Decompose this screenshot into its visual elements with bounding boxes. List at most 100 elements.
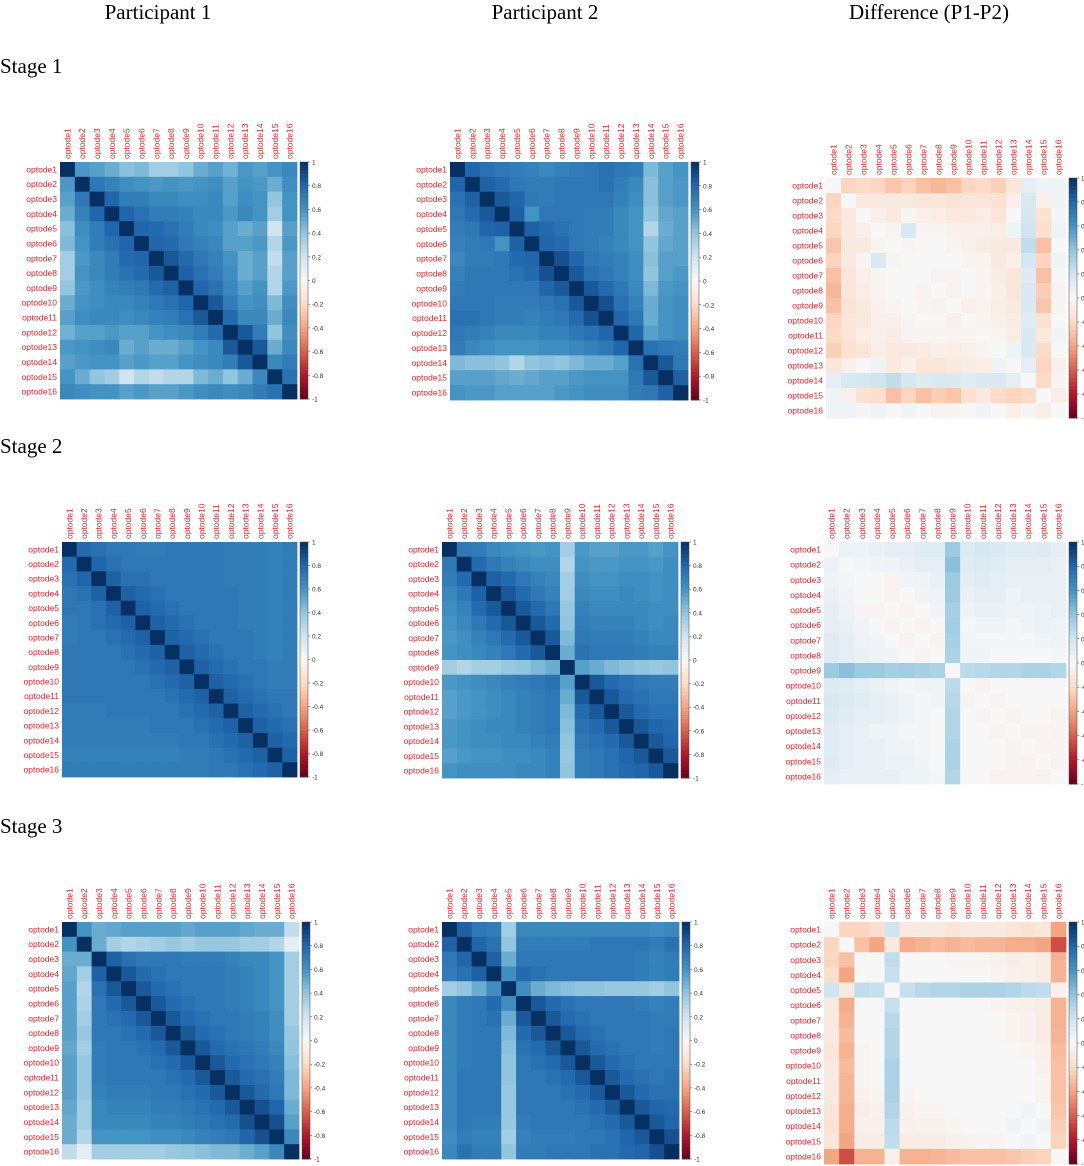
colorbar-segment xyxy=(681,711,689,715)
row-label: optode12 xyxy=(24,706,60,716)
heatmap-cell xyxy=(1036,542,1052,558)
heatmap-cell xyxy=(976,403,991,418)
row-label: optode1 xyxy=(790,545,821,555)
heatmap-cell xyxy=(961,313,976,328)
colorbar-segment xyxy=(682,1072,690,1076)
colorbar-segment xyxy=(300,703,308,707)
heatmap-cell xyxy=(1051,998,1067,1014)
heatmap-cell xyxy=(151,966,166,981)
colorbar-segment xyxy=(1069,659,1077,663)
heatmap-cell xyxy=(945,1073,961,1089)
colorbar-segment xyxy=(300,253,308,257)
colorbar-segment xyxy=(1069,699,1077,703)
heatmap-cell xyxy=(268,733,283,748)
colorbar-segment xyxy=(691,325,699,329)
heatmap-cell xyxy=(531,690,546,705)
heatmap-cell xyxy=(854,633,870,649)
heatmap-cell xyxy=(119,369,134,384)
heatmap-cell xyxy=(575,601,590,616)
colorbar-segment xyxy=(1069,326,1077,330)
heatmap-cell xyxy=(224,718,239,733)
heatmap-cell xyxy=(1036,983,1052,999)
colorbar-segment xyxy=(1069,667,1077,671)
heatmap-cell xyxy=(480,266,495,281)
heatmap-cell xyxy=(180,748,195,763)
heatmap-cell xyxy=(560,763,575,778)
heatmap-cell xyxy=(658,192,673,207)
heatmap-cell xyxy=(149,310,164,325)
heatmap-cell xyxy=(164,266,179,281)
heatmap-cell xyxy=(856,373,871,388)
colorbar-segment xyxy=(681,703,689,707)
heatmap-cell xyxy=(915,1028,931,1044)
heatmap-cell xyxy=(225,1026,240,1041)
heatmap-cell xyxy=(664,996,679,1011)
column-label: optode1 xyxy=(62,128,72,159)
heatmap-cell xyxy=(990,1028,1006,1044)
column-label: optode8 xyxy=(932,508,942,539)
heatmap-cell xyxy=(590,631,605,646)
colorbar-segment xyxy=(1069,999,1077,1003)
heatmap-cell xyxy=(516,749,531,764)
colorbar-segment xyxy=(691,372,699,376)
heatmap-cell xyxy=(634,586,649,601)
heatmap-cell xyxy=(916,253,931,268)
heatmap-cell xyxy=(960,1149,976,1165)
heatmap-cell xyxy=(166,1100,181,1115)
heatmap-cell xyxy=(991,253,1006,268)
heatmap-cell xyxy=(946,373,961,388)
heatmap-cell xyxy=(826,208,841,223)
heatmap-cell xyxy=(510,326,525,341)
colorbar-segment xyxy=(682,1096,690,1100)
heatmap-cell xyxy=(193,310,208,325)
heatmap-cell xyxy=(1036,178,1051,193)
heatmap-cell xyxy=(991,313,1006,328)
heatmap-cell xyxy=(915,1119,931,1135)
heatmap-cell xyxy=(60,221,75,236)
heatmap-cell xyxy=(1051,208,1066,223)
colorbar-segment xyxy=(300,367,308,371)
heatmap-cell xyxy=(106,1085,121,1100)
colorbar-segment xyxy=(1069,358,1077,362)
heatmap-cell xyxy=(210,981,225,996)
heatmap-cell xyxy=(472,1011,487,1026)
colorbar-segment xyxy=(1069,1116,1077,1120)
heatmap-cell xyxy=(900,1119,916,1135)
colorbar-segment xyxy=(1069,983,1077,987)
heatmap-cell xyxy=(238,674,253,689)
column-label: optode2 xyxy=(842,888,852,919)
heatmap-cell xyxy=(605,1100,620,1115)
heatmap-cell xyxy=(457,734,472,749)
heatmap-cell xyxy=(885,922,901,938)
heatmap-cell xyxy=(180,645,195,660)
colorbar-segment xyxy=(1069,182,1077,186)
heatmap-cell xyxy=(575,922,590,937)
heatmap-cell xyxy=(561,1011,576,1026)
heatmap-cell xyxy=(635,952,650,967)
heatmap-cell xyxy=(60,310,75,325)
colorbar-segment xyxy=(1069,330,1077,334)
heatmap-cell xyxy=(195,1041,210,1056)
heatmap-cell xyxy=(545,631,560,646)
heatmap-cell xyxy=(442,1115,457,1130)
heatmap-cell xyxy=(1036,693,1052,709)
heatmap-cell xyxy=(1036,587,1052,603)
heatmap-cell xyxy=(223,177,238,192)
heatmap-cell xyxy=(946,313,961,328)
heatmap-cell xyxy=(193,295,208,310)
heatmap-cell xyxy=(960,769,976,785)
heatmap-cell xyxy=(945,1088,961,1104)
heatmap-cell xyxy=(599,326,614,341)
colorbar-segment xyxy=(300,229,308,233)
heatmap-cell xyxy=(590,660,605,675)
heatmap-cell xyxy=(990,693,1006,709)
column-label: optode14 xyxy=(257,883,267,919)
heatmap-cell xyxy=(224,674,239,689)
heatmap-cell xyxy=(524,355,539,370)
colorbar-segment xyxy=(1069,414,1077,418)
heatmap-cell xyxy=(673,207,688,222)
column-label: optode5 xyxy=(122,128,132,159)
colorbar-segment xyxy=(1069,402,1077,406)
colorbar-segment xyxy=(300,387,308,391)
heatmap-cell xyxy=(824,998,840,1014)
